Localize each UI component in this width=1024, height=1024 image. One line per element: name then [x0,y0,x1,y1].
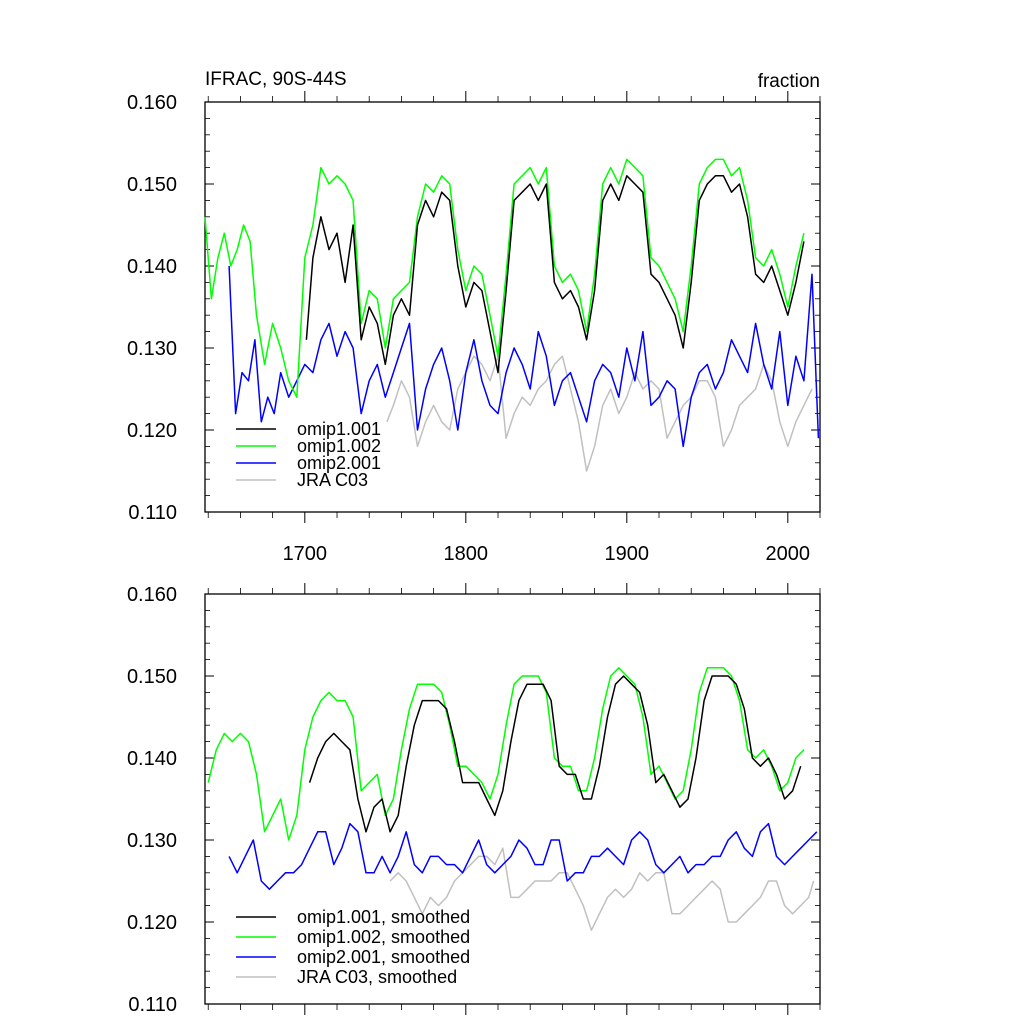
y-tick-label: 0.130 [127,830,177,852]
x-tick-label: 1900 [605,543,650,565]
y-tick-label: 0.140 [127,748,177,770]
legend-label: omip1.001, smoothed [297,907,470,927]
y-tick-label: 0.130 [127,338,177,360]
series-line-2 [207,667,805,841]
legend-label: omip2.001, smoothed [297,947,470,967]
series-line-1 [305,175,805,374]
series-line-2 [204,158,805,398]
chart-title: IFRAC, 90S-44S [205,69,347,90]
units-label: fraction [758,71,820,92]
y-tick-label: 0.110 [128,994,177,1016]
series-line-4 [389,847,815,931]
legend-label: JRA C03, smoothed [297,967,457,987]
y-tick-label: 0.140 [127,256,177,278]
top-panel: 0.110 0.120 0.130 0.140 0.150 0.160 1700 1800 19… [127,69,821,565]
y-tick-label: 0.160 [127,92,177,114]
x-tick-label: 1800 [444,543,489,565]
y-tick-label: 0.120 [127,420,177,442]
series-line-3 [228,822,818,890]
legend-label: omip1.001 [297,419,381,439]
series-line-1 [308,675,802,833]
series-line-4 [386,355,813,472]
legend-label: omip1.002, smoothed [297,927,470,947]
y-tick-label: 0.160 [127,584,177,606]
x-tick-label: 1700 [283,543,328,565]
x-tick-label: 2000 [766,543,811,565]
y-tick-label: 0.150 [127,174,177,196]
plot-frame [204,101,821,513]
legend-label: omip2.001 [297,453,381,473]
legend-label: JRA C03 [297,470,368,490]
plot-frame [204,593,821,1005]
series-line-3 [228,265,820,448]
y-tick-label: 0.120 [127,912,177,934]
y-tick-label: 0.150 [127,666,177,688]
y-tick-label: 0.110 [128,502,177,524]
legend-label: omip1.002 [297,436,381,456]
bottom-panel: 0.110 0.120 0.130 0.140 0.150 0.160 omip1.001,… [127,583,821,1016]
